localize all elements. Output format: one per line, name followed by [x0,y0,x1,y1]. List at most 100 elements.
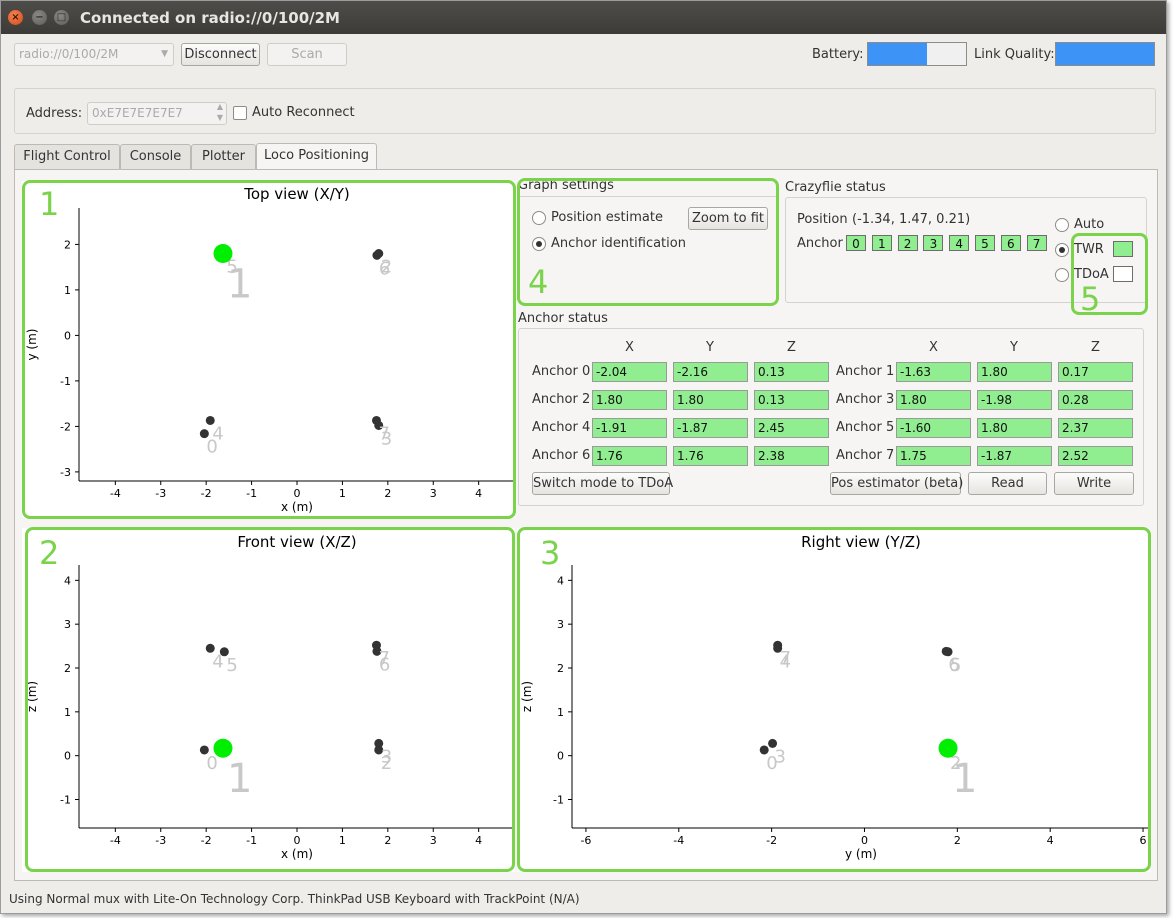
anchor-x-field[interactable]: -1.63 [896,362,971,382]
battery-fill [868,43,927,65]
anchor-x-field[interactable]: 1.76 [592,446,667,466]
anchor-x-field[interactable]: -1.91 [592,418,667,438]
anchor-point-6 [941,646,951,656]
x-axis-label: y (m) [845,847,877,861]
anchor-row-label: Anchor 7 [836,448,895,463]
anchor-row-label: Anchor 3 [836,392,895,407]
tab-flight-control[interactable]: Flight Control [14,144,120,169]
highlight-number-2: 2 [39,534,60,572]
position-estimate-radio[interactable] [532,211,546,225]
right-col-y-header: Y [1010,340,1018,355]
anchor-row-label: Anchor 1 [836,364,895,379]
tab-plotter[interactable]: Plotter [191,144,256,169]
anchor-z-field[interactable]: 0.13 [754,362,829,382]
anchor-x-field[interactable]: 1.75 [896,446,971,466]
anchor-z-field[interactable]: 0.13 [754,390,829,410]
anchor-point-3 [374,420,384,430]
mode-twr-radio[interactable] [1055,243,1069,257]
x-tick-label: -3 [155,834,166,847]
mode-tdoa-radio[interactable] [1055,268,1069,282]
x-tick-label: 0 [861,834,868,847]
left-col-z-header: Z [787,340,796,355]
anchor-y-field[interactable]: -2.16 [673,362,748,382]
chevron-down-icon: ▼ [161,49,168,59]
anchor-label-6: 6 [379,258,390,279]
y-axis-label: z (m) [25,681,39,712]
anchor-z-field[interactable]: 0.17 [1058,362,1133,382]
x-tick-label: 1 [339,834,346,847]
x-tick-label: 3 [430,487,437,500]
anchor-y-field[interactable]: 1.80 [977,418,1052,438]
anchor-x-field[interactable]: 1.80 [896,390,971,410]
auto-reconnect-checkbox[interactable] [233,106,247,120]
tab-loco-positioning[interactable]: Loco Positioning [256,143,377,170]
anchor-x-field[interactable]: 1.80 [592,390,667,410]
x-tick-label: -2 [201,834,212,847]
anchor-y-field[interactable]: 1.76 [673,446,748,466]
highlight-number-4: 4 [528,263,549,301]
link-quality-label: Link Quality: [974,47,1055,62]
anchor-point-5 [219,647,229,657]
crazyflie-status-title: Crazyflie status [785,180,886,195]
battery-label: Battery: [812,47,864,62]
tab-console[interactable]: Console [120,144,191,169]
window-title: Connected on radio://0/100/2M [80,9,340,27]
scan-button[interactable]: Scan [267,43,347,66]
anchor-y-field[interactable]: 1.80 [673,390,748,410]
spin-arrows-icon[interactable]: ▲ ▼ [216,102,223,122]
switch-mode-button[interactable]: Switch mode to TDoA [532,472,673,495]
anchor-label-4: 4 [212,423,223,444]
x-tick-label: 4 [475,834,482,847]
anchor-z-field[interactable]: 0.28 [1058,390,1133,410]
maximize-icon[interactable]: □ [54,10,69,25]
anchor-label-7: 7 [780,648,791,669]
x-tick-label: -2 [766,834,777,847]
disconnect-button[interactable]: Disconnect [181,43,260,66]
anchor-label-5: 5 [226,257,237,278]
read-button[interactable]: Read [968,472,1047,495]
x-tick-label: 2 [384,487,391,500]
anchor-y-field[interactable]: 1.80 [977,362,1052,382]
highlight-number-5: 5 [1080,280,1101,318]
x-tick-label: -4 [110,834,121,847]
position-estimate-label: Position estimate [551,210,663,225]
write-button[interactable]: Write [1054,472,1134,495]
anchor-indicator-6: 6 [1000,235,1021,251]
anchor-indicator-2: 2 [897,235,918,251]
anchor-z-field[interactable]: 2.37 [1058,418,1133,438]
anchor-identification-radio[interactable] [532,237,546,251]
address-label: Address: [26,106,83,121]
anchor-y-field[interactable]: -1.87 [977,446,1052,466]
x-tick-label: -3 [155,487,166,500]
anchor-label: Anchor [797,236,843,251]
anchor-label-2: 2 [950,753,961,774]
minimize-icon[interactable]: − [32,10,47,25]
pos-estimator-button[interactable]: Pos estimator (beta) [830,472,963,495]
anchor-x-field[interactable]: -1.60 [896,418,971,438]
anchor-indicator-3: 3 [923,235,944,251]
close-icon[interactable]: × [8,10,23,25]
y-tick-label: 2 [557,662,564,675]
auto-reconnect-label: Auto Reconnect [252,105,355,120]
anchor-y-field[interactable]: -1.98 [977,390,1052,410]
x-tick-label: 4 [475,487,482,500]
anchor-z-field[interactable]: 2.52 [1058,446,1133,466]
top-view-plot[interactable]: Top view (X/Y) -4 -3 -2 -1 0 1 2 3 4 -3 -2 -1 0 1 2 x (m… [22,181,515,518]
anchor-z-field[interactable]: 2.45 [754,418,829,438]
anchor-label-3: 3 [775,746,786,767]
mode-auto-radio[interactable] [1055,218,1069,232]
interface-select[interactable]: radio://0/100/2M ▼ [14,43,174,66]
address-field[interactable]: 0xE7E7E7E7E7 ▲ ▼ [87,102,227,125]
zoom-to-fit-button[interactable]: Zoom to fit [688,207,768,230]
x-tick-label: -1 [246,834,257,847]
y-axis-label: y (m) [25,329,39,361]
anchor-x-field[interactable]: -2.04 [592,362,667,382]
y-tick-label: -1 [60,794,71,807]
anchor-y-field[interactable]: -1.87 [673,418,748,438]
status-bar: Using Normal mux with Lite-On Technology… [9,892,580,906]
anchor-row-label: Anchor 4 [532,420,591,435]
anchor-z-field[interactable]: 2.38 [754,446,829,466]
